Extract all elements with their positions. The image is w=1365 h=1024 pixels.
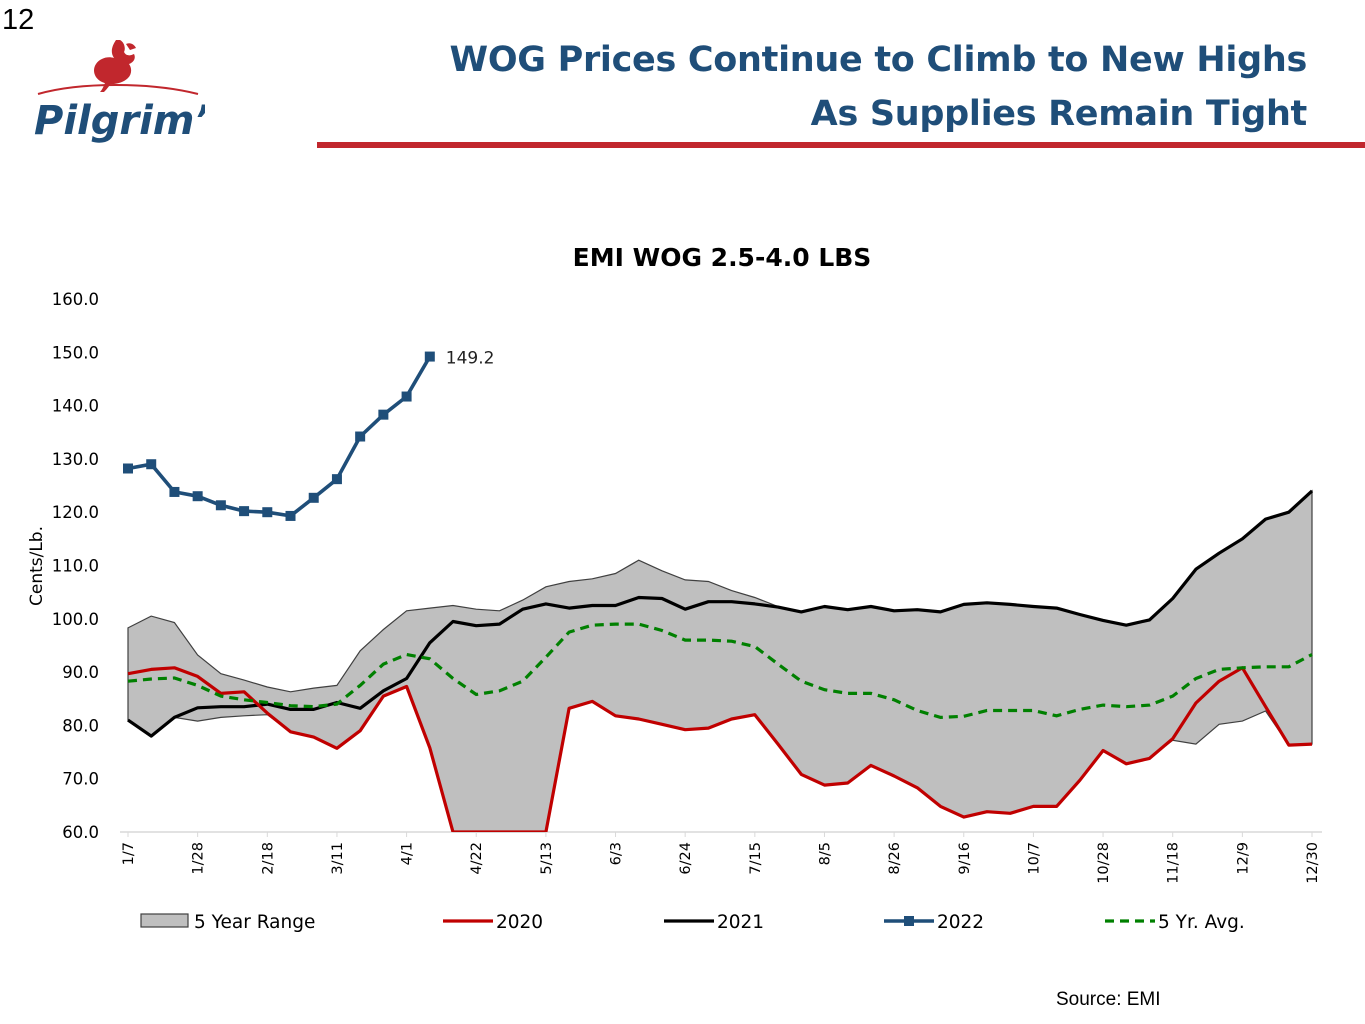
x-tick-label: 4/22 bbox=[469, 842, 485, 875]
legend-swatch-marker bbox=[904, 916, 914, 926]
y-tick-label: 70.0 bbox=[62, 770, 99, 789]
title-rule bbox=[317, 142, 1365, 148]
series-2022-marker bbox=[285, 510, 296, 521]
slide-title-line-1: WOG Prices Continue to Climb to New High… bbox=[449, 40, 1308, 80]
legend-swatch-range bbox=[140, 913, 189, 928]
slide-title: WOG Prices Continue to Climb to New High… bbox=[407, 33, 1308, 141]
series-5yr-avg-line bbox=[127, 622, 1313, 720]
x-tick-label: 2/18 bbox=[260, 842, 276, 875]
rooster-icon bbox=[94, 40, 135, 85]
series-2022-marker bbox=[308, 492, 319, 503]
y-tick-label: 90.0 bbox=[62, 663, 99, 682]
y-tick-label: 120.0 bbox=[52, 503, 99, 522]
y-tick-label: 140.0 bbox=[52, 397, 99, 416]
series-2022-marker bbox=[401, 391, 412, 402]
y-tick-label: 100.0 bbox=[52, 610, 99, 629]
series-2022-marker bbox=[215, 500, 226, 511]
x-tick-label: 7/15 bbox=[748, 842, 764, 875]
x-tick-label: 12/30 bbox=[1305, 842, 1321, 884]
series-2022-marker bbox=[424, 351, 435, 362]
y-tick-label: 160.0 bbox=[52, 290, 99, 309]
y-tick-label: 150.0 bbox=[52, 343, 99, 362]
x-tick-label: 10/28 bbox=[1096, 842, 1112, 884]
series-2022-marker bbox=[331, 474, 342, 485]
x-tick-label: 6/24 bbox=[678, 842, 694, 875]
y-axis-label: Cents/Lb. bbox=[27, 526, 47, 606]
chart-title: EMI WOG 2.5-4.0 LBS bbox=[573, 243, 872, 272]
x-tick-label: 6/3 bbox=[609, 842, 625, 865]
slide-title-line-2: As Supplies Remain Tight bbox=[810, 94, 1308, 134]
legend-label: 5 Year Range bbox=[194, 912, 315, 933]
series-2022-marker bbox=[378, 409, 389, 420]
x-tick-label: 3/11 bbox=[330, 842, 346, 875]
series-2022-marker bbox=[123, 463, 133, 474]
series-2022-marker bbox=[169, 486, 180, 497]
y-tick-label: 130.0 bbox=[52, 450, 99, 469]
x-tick-label: 11/18 bbox=[1166, 842, 1182, 884]
x-tick-label: 12/9 bbox=[1235, 842, 1251, 875]
y-tick-label: 80.0 bbox=[62, 716, 99, 735]
y-tick-label: 60.0 bbox=[62, 823, 99, 842]
source-note: Source: EMI bbox=[1056, 989, 1161, 1010]
pilgrims-logo: Pilgrim’s bbox=[34, 40, 205, 144]
x-tick-label: 8/26 bbox=[887, 842, 903, 875]
legend-label: 5 Yr. Avg. bbox=[1158, 912, 1245, 933]
series-2020-line bbox=[127, 666, 1313, 832]
series-2022-marker bbox=[146, 459, 157, 470]
series-2022-marker bbox=[262, 507, 273, 518]
five-year-range-band bbox=[127, 489, 1313, 833]
data-label-2022-last: 149.2 bbox=[446, 349, 495, 369]
series-2022-marker bbox=[355, 431, 366, 442]
series-2022-marker bbox=[239, 506, 250, 517]
x-tick-label: 1/28 bbox=[191, 842, 207, 875]
page-number: 12 bbox=[2, 4, 35, 36]
x-tick-label: 8/5 bbox=[817, 842, 833, 865]
x-tick-label: 9/16 bbox=[957, 842, 973, 875]
series-2022-marker bbox=[192, 491, 203, 502]
legend-label: 2020 bbox=[496, 912, 543, 933]
x-tick-label: 1/7 bbox=[121, 842, 137, 865]
legend-label: 2022 bbox=[937, 912, 984, 933]
x-tick-label: 5/13 bbox=[539, 842, 555, 875]
x-tick-label: 4/1 bbox=[400, 842, 416, 865]
y-tick-label: 110.0 bbox=[52, 557, 99, 576]
x-tick-label: 10/7 bbox=[1026, 842, 1042, 875]
brand-wordmark: Pilgrim’s bbox=[34, 98, 205, 144]
legend-label: 2021 bbox=[717, 912, 764, 933]
